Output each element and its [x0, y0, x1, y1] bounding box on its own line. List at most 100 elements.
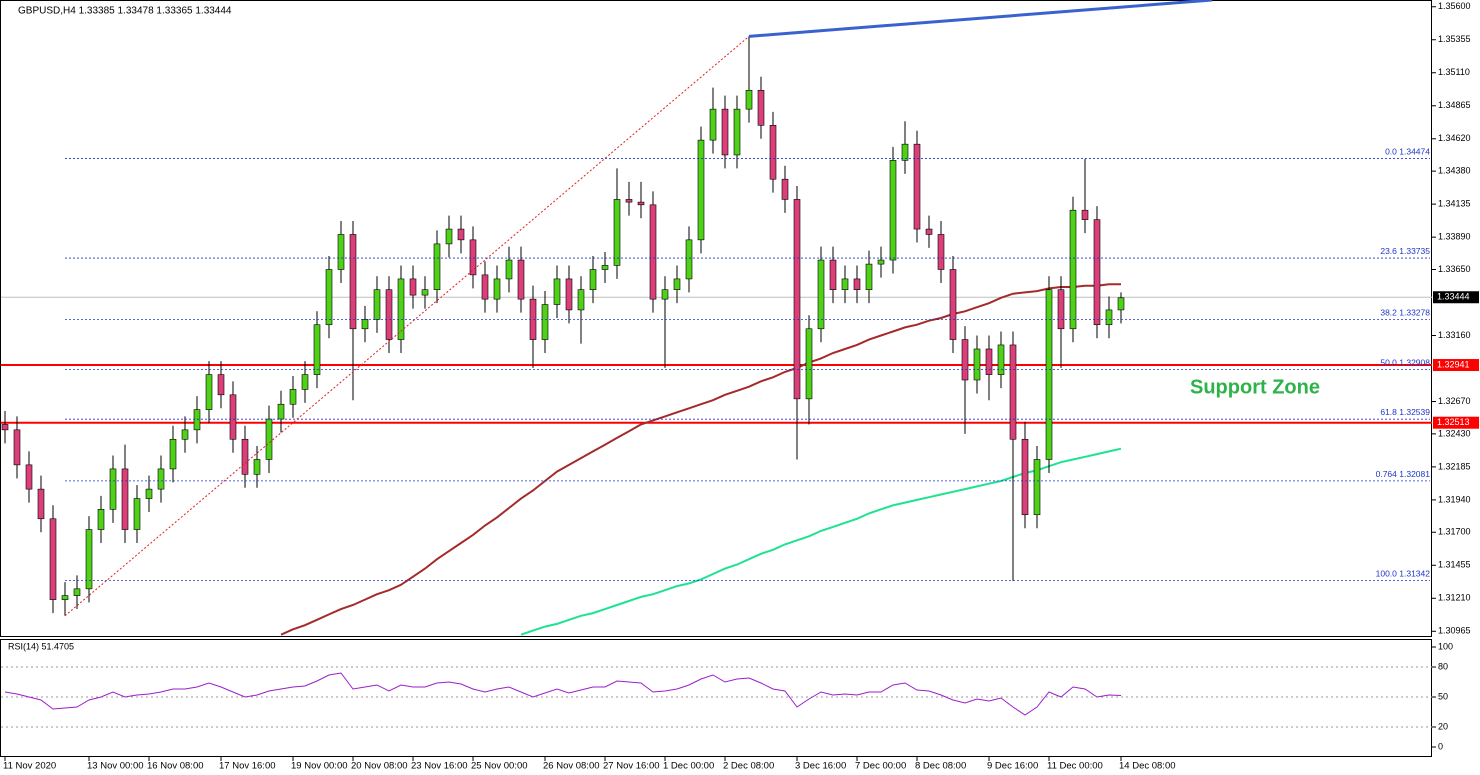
y-tick-label: 1.31940	[1438, 494, 1471, 504]
candle-body	[121, 468, 129, 530]
fib-label: 100.0 1.31342	[1376, 569, 1431, 579]
candle-body	[313, 324, 321, 375]
y-tick-label: 1.34135	[1438, 199, 1471, 209]
candle-body	[817, 259, 825, 330]
candle-body	[1105, 309, 1113, 326]
fib-label: 61.8 1.32539	[1380, 407, 1430, 417]
candle-body	[877, 259, 885, 265]
candle-body	[13, 429, 21, 466]
candle-body	[601, 265, 609, 270]
rsi-title: RSI(14) 51.4705	[8, 641, 74, 651]
candle-body	[541, 304, 549, 340]
candle-body	[853, 278, 861, 291]
candle-body	[517, 259, 525, 300]
candle-body	[397, 278, 405, 340]
y-tick-label: 1.35110	[1438, 67, 1470, 77]
candle-body	[1033, 459, 1041, 516]
candle-body	[349, 234, 357, 330]
candle-body	[229, 394, 237, 440]
x-tick-label: 26 Nov 08:00	[543, 761, 600, 772]
candle-body	[661, 289, 669, 300]
x-tick-label: 9 Dec 16:00	[987, 761, 1038, 772]
candle-body	[901, 143, 909, 161]
last-price-box	[1433, 291, 1479, 304]
candle-body	[385, 289, 393, 340]
fib-ratio: 61.8	[1380, 407, 1397, 417]
x-tick-label: 25 Nov 00:00	[471, 761, 528, 772]
fib-ratio: 0.764	[1376, 469, 1398, 479]
x-tick-label: 3 Dec 16:00	[795, 761, 846, 772]
candle-body	[157, 468, 165, 490]
y-tick-label: 1.30965	[1438, 626, 1471, 636]
candle-body	[469, 239, 477, 276]
fib-price: 1.33278	[1399, 308, 1430, 318]
last-price-label: 1.33444	[1437, 292, 1470, 302]
y-tick-label: 1.34620	[1438, 133, 1471, 143]
level-price-label: 1.32513	[1437, 417, 1470, 427]
y-tick-label: 1.34380	[1438, 166, 1471, 176]
candle-body	[745, 89, 753, 110]
moving-average	[280, 283, 1121, 636]
rsi-frame	[0, 639, 1432, 757]
candle-body	[277, 403, 285, 420]
y-tick-label: 50	[1438, 691, 1448, 701]
candle-body	[793, 199, 801, 400]
fib-ratio: 23.6	[1380, 246, 1397, 256]
candle-body	[1093, 219, 1101, 326]
y-tick-label: 1.32430	[1438, 428, 1471, 438]
candle-body	[1, 424, 9, 431]
x-tick-label: 2 Dec 08:00	[723, 761, 774, 772]
fib-ratio: 0.0	[1385, 147, 1397, 157]
candle-body	[733, 108, 741, 156]
candle-body	[61, 595, 69, 600]
candle-body	[1057, 289, 1065, 330]
candle-body	[1117, 297, 1125, 311]
candle-body	[937, 234, 945, 270]
candle-body	[361, 319, 369, 330]
candle-body	[889, 160, 897, 261]
candle-body	[577, 289, 585, 311]
fib-ratio: 38.2	[1380, 308, 1397, 318]
y-tick-label: 1.32670	[1438, 396, 1471, 406]
candle-body	[805, 328, 813, 400]
candle-body	[493, 278, 501, 300]
y-tick-label: 1.31700	[1438, 527, 1471, 537]
y-tick-label: 0	[1438, 741, 1443, 751]
fib-label: 23.6 1.33735	[1380, 246, 1430, 256]
candle-body	[445, 228, 453, 245]
candle-body	[241, 438, 249, 475]
candle-body	[1069, 209, 1077, 330]
fib-price: 1.34474	[1399, 147, 1430, 157]
candle-body	[673, 278, 681, 291]
y-tick-label: 1.33650	[1438, 264, 1471, 274]
level-price-box	[1433, 416, 1479, 429]
candle-body	[457, 228, 465, 241]
candle-body	[685, 239, 693, 280]
fib-swing	[64, 35, 750, 617]
candle-body	[205, 374, 213, 410]
y-tick-label: 1.33160	[1438, 330, 1471, 340]
candle-body	[337, 234, 345, 270]
x-tick-label: 20 Nov 08:00	[351, 761, 408, 772]
candle-body	[865, 263, 873, 291]
candle-body	[73, 588, 81, 596]
candle-body	[109, 468, 117, 510]
chart-title: GBPUSD,H4 1.33385 1.33478 1.33365 1.3344…	[18, 6, 232, 17]
x-tick-label: 14 Dec 08:00	[1119, 761, 1176, 772]
candle-body	[373, 289, 381, 320]
y-tick-label: 80	[1438, 661, 1448, 671]
x-tick-label: 11 Nov 2020	[3, 761, 56, 772]
fib-price: 1.33735	[1399, 246, 1430, 256]
candle-body	[409, 278, 417, 296]
trend-line	[748, 0, 1213, 38]
rsi-line	[4, 672, 1122, 716]
candle-body	[505, 259, 513, 280]
annotation: Support Zone	[1190, 376, 1320, 398]
x-tick-label: 17 Nov 16:00	[219, 761, 276, 772]
candle-body	[913, 143, 921, 230]
candle-body	[925, 228, 933, 235]
candle-body	[553, 278, 561, 305]
candle-body	[637, 201, 645, 206]
